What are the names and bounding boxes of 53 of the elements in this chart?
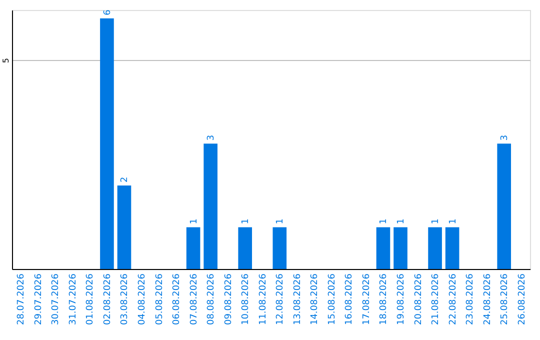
bar [186, 227, 200, 269]
x-tick-label: 30.07.2026 [51, 273, 62, 326]
x-tick-label: 25.08.2026 [500, 273, 510, 326]
x-tick-label: 08.08.2026 [206, 273, 217, 326]
x-tick-label: 13.08.2026 [292, 273, 303, 326]
data-label: 1 [379, 218, 390, 224]
bar [100, 18, 114, 269]
x-tick-label: 18.08.2026 [379, 273, 390, 326]
bar [445, 227, 460, 269]
x-tick-label: 22.08.2026 [448, 273, 458, 326]
bar [428, 227, 442, 269]
bar [204, 144, 218, 269]
bar [272, 227, 287, 269]
data-label: 6 [102, 9, 113, 16]
x-tick-label: 03.08.2026 [120, 273, 130, 326]
data-label: 1 [396, 218, 406, 224]
data-label: 1 [448, 218, 458, 224]
x-tick-label: 14.08.2026 [310, 273, 320, 326]
data-label: 3 [206, 134, 217, 141]
x-tick-label: 12.08.2026 [276, 273, 286, 326]
x-tick-label: 26.08.2026 [517, 273, 528, 326]
x-tick-label: 07.08.2026 [189, 273, 200, 326]
x-tick-label: 23.08.2026 [466, 273, 476, 326]
data-label: 1 [431, 218, 442, 224]
x-tick-label: 10.08.2026 [241, 273, 252, 326]
data-label: 2 [120, 176, 130, 182]
x-tick-label: 01.08.2026 [86, 273, 96, 326]
x-tick-label: 06.08.2026 [172, 273, 182, 326]
x-tick-label: 31.07.2026 [68, 273, 78, 326]
x-tick-label: 02.08.2026 [102, 273, 113, 326]
x-tick-label: 24.08.2026 [482, 273, 493, 326]
data-label: 1 [189, 218, 200, 224]
x-tick-label: 29.07.2026 [34, 273, 44, 326]
x-tick-label: 19.08.2026 [396, 273, 406, 326]
data-label: 1 [241, 218, 252, 224]
x-tick-label: 21.08.2026 [431, 273, 442, 326]
data-label: 3 [500, 134, 510, 141]
y-tick-label: 5 [2, 58, 10, 64]
x-tick-label: 28.07.2026 [16, 273, 27, 326]
x-tick-label: 04.08.2026 [138, 273, 148, 326]
x-tick-label: 11.08.2026 [258, 273, 268, 326]
bar [238, 227, 252, 269]
x-tick-label: 20.08.2026 [414, 273, 424, 326]
x-tick-label: 17.08.2026 [362, 273, 372, 326]
bar [497, 144, 512, 269]
bar [376, 227, 390, 269]
bar [394, 227, 408, 269]
bar [117, 185, 132, 269]
data-label: 1 [276, 218, 286, 224]
x-tick-label: 09.08.2026 [224, 273, 234, 326]
x-tick-label: 16.08.2026 [344, 273, 355, 326]
x-tick-label: 05.08.2026 [154, 273, 165, 326]
x-tick-label: 15.08.2026 [327, 273, 338, 326]
